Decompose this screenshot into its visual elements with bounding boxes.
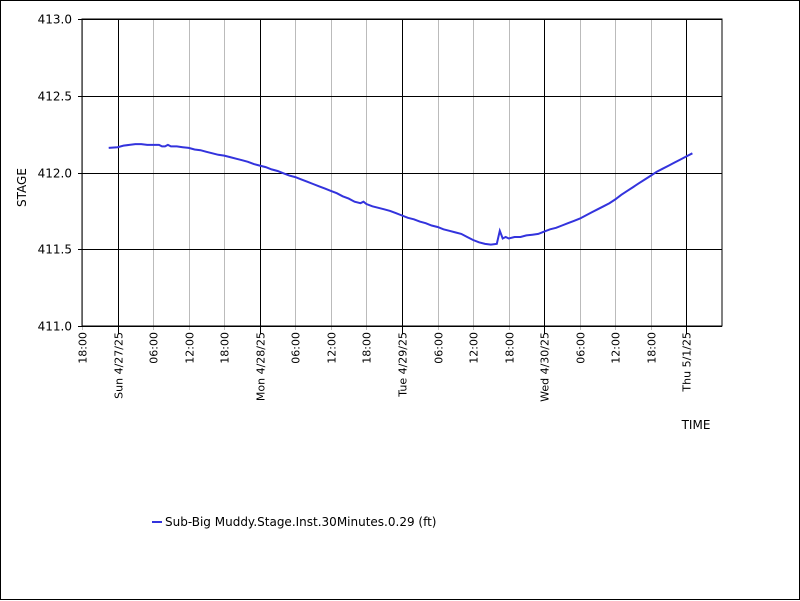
x-tick-label: 18:00	[646, 332, 659, 364]
x-tick-label: 12:00	[610, 332, 623, 364]
x-tick-label: Tue 4/29/25	[397, 332, 410, 398]
x-tick-label: Thu 5/1/25	[681, 332, 694, 393]
plot-border	[81, 18, 723, 327]
legend-entry: Sub-Big Muddy.Stage.Inst.30Minutes.0.29 …	[165, 515, 436, 529]
x-axis-ticks: 18:00 Sun 4/27/25 06:00 12:00 18:00 Mon 4/28/…	[77, 332, 694, 402]
x-axis-label: TIME	[681, 418, 711, 432]
y-axis-ticks: 411.0 411.5 412.0 412.5 413.0	[38, 13, 72, 334]
y-tick-label: 412.0	[38, 167, 72, 181]
x-tick-label: 18:00	[504, 332, 517, 364]
x-tick-label: 06:00	[148, 332, 161, 364]
x-tick-label: 12:00	[184, 332, 197, 364]
x-tick-label: Mon 4/28/25	[255, 332, 268, 401]
y-tick-label: 412.5	[38, 90, 72, 104]
x-tick-label: Sun 4/27/25	[113, 332, 126, 399]
major-grid	[78, 19, 722, 334]
y-tick-label: 413.0	[38, 13, 72, 27]
x-tick-label: 12:00	[468, 332, 481, 364]
x-tick-label: 18:00	[361, 332, 374, 364]
x-tick-label: 18:00	[77, 332, 90, 364]
x-tick-label: Wed 4/30/25	[539, 332, 552, 402]
series-line	[108, 143, 693, 246]
y-tick-label: 411.5	[38, 243, 72, 257]
legend: Sub-Big Muddy.Stage.Inst.30Minutes.0.29 …	[152, 515, 436, 529]
y-tick-label: 411.0	[38, 320, 72, 334]
x-tick-label: 06:00	[575, 332, 588, 364]
y-axis-label: STAGE	[15, 168, 29, 207]
minor-grid	[82, 19, 652, 330]
x-tick-label: 12:00	[326, 332, 339, 364]
x-tick-label: 06:00	[433, 332, 446, 364]
x-tick-label: 18:00	[219, 332, 232, 364]
x-tick-label: 06:00	[290, 332, 303, 364]
